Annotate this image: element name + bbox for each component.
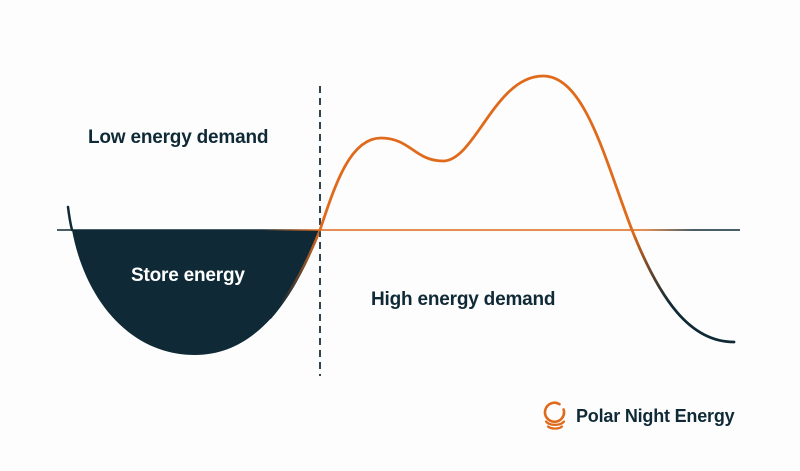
demand-curve — [318, 74, 736, 344]
high-energy-demand-label: High energy demand — [371, 289, 556, 310]
store-energy-area — [72, 230, 320, 355]
store-energy-label: Store energy — [131, 265, 245, 286]
polar-night-energy-logo-icon — [543, 401, 566, 430]
curve-left-tail — [66, 205, 74, 232]
curve-bowl-edge — [269, 229, 322, 319]
low-energy-demand-label: Low energy demand — [88, 127, 269, 148]
brand-lockup: Polar Night Energy — [543, 401, 735, 431]
brand-name: Polar Night Energy — [576, 405, 735, 426]
